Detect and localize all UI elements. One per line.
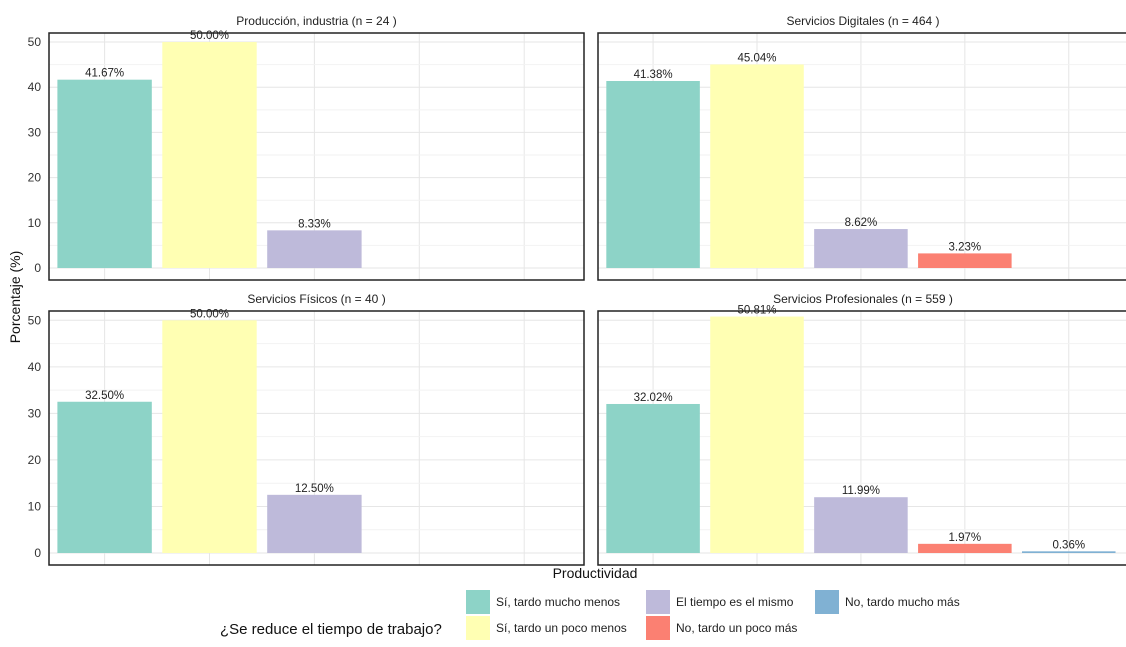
y-tick-label: 20: [28, 171, 42, 185]
legend-item: No, tardo mucho más: [815, 590, 960, 614]
bar-value-label: 0.36%: [1052, 539, 1085, 551]
bar-value-label: 3.23%: [949, 241, 982, 253]
legend-swatch: [646, 616, 670, 640]
y-tick-label: 20: [28, 453, 42, 467]
y-tick-label: 50: [28, 313, 42, 327]
legend-label: No, tardo mucho más: [845, 595, 960, 609]
legend-item: Sí, tardo un poco menos: [466, 616, 627, 640]
y-tick-label: 40: [28, 360, 42, 374]
bar-value-label: 8.33%: [298, 218, 331, 230]
bar-value-label: 32.50%: [85, 390, 124, 402]
legend-swatch: [466, 616, 490, 640]
legend-swatch: [466, 590, 490, 614]
bar: [710, 316, 804, 553]
y-tick-label: 0: [34, 546, 41, 560]
facet-panel: Servicios Digitales (n = 464 ) 41.38% 45.0…: [597, 14, 1126, 281]
bar: [814, 229, 908, 268]
facet-border: [48, 32, 585, 281]
bar-value-label: 41.38%: [634, 69, 673, 81]
y-tick-label: 0: [34, 261, 41, 275]
facet-panel: Producción, industria (n = 24 ) 0 10 20 30 40…: [28, 14, 585, 281]
legend-swatch: [646, 590, 670, 614]
legend-label: El tiempo es el mismo: [676, 595, 794, 609]
facet-title: Producción, industria (n = 24 ): [236, 14, 396, 28]
bar: [57, 79, 152, 268]
y-tick-label: 30: [28, 125, 42, 139]
y-tick-label: 40: [28, 80, 42, 94]
bar: [267, 494, 362, 553]
legend-item: El tiempo es el mismo: [646, 590, 794, 614]
bar-value-label: 32.02%: [634, 392, 673, 404]
y-tick-label: 50: [28, 35, 42, 49]
facet-border: [48, 310, 585, 566]
facet-border: [597, 32, 1126, 281]
bar-value-label: 1.97%: [949, 532, 982, 544]
bar: [1022, 551, 1116, 553]
facet-title: Servicios Digitales (n = 464 ): [786, 14, 939, 28]
facet-panel: Servicios Profesionales (n = 559 ) 32.02%…: [597, 292, 1126, 566]
y-tick-label: 10: [28, 499, 42, 513]
bar-value-label: 12.50%: [295, 483, 334, 495]
bar-value-label: 8.62%: [845, 217, 878, 229]
bar: [162, 42, 257, 269]
bar-value-label: 11.99%: [842, 485, 880, 497]
bar: [918, 543, 1012, 553]
facet-panel: Servicios Físicos (n = 40 ) 0 10 20 30 40 50 32…: [28, 292, 585, 566]
facet-title: Servicios Profesionales (n = 559 ): [773, 292, 953, 306]
bar: [267, 230, 362, 268]
x-axis-title: Productividad: [553, 565, 638, 581]
y-axis-title: Porcentaje (%): [7, 251, 23, 344]
legend-title: ¿Se reduce el tiempo de trabajo?: [220, 621, 442, 638]
bar: [710, 64, 804, 268]
bar-value-label: 41.67%: [85, 68, 124, 80]
legend-label: No, tardo un poco más: [676, 621, 797, 635]
facet-title: Servicios Físicos (n = 40 ): [247, 292, 385, 306]
bar-value-label: 50.00%: [190, 30, 229, 42]
bar: [606, 403, 700, 553]
bar: [606, 80, 700, 268]
legend-label: Sí, tardo mucho menos: [496, 595, 620, 609]
bar: [918, 253, 1012, 268]
legend-item: No, tardo un poco más: [646, 616, 797, 640]
bar: [814, 497, 908, 553]
bar-value-label: 45.04%: [737, 52, 776, 64]
legend-label: Sí, tardo un poco menos: [496, 621, 627, 635]
legend-item: Sí, tardo mucho menos: [466, 590, 620, 614]
y-tick-label: 30: [28, 406, 42, 420]
bar: [57, 401, 152, 553]
y-tick-label: 10: [28, 216, 42, 230]
bar-value-label: 50.00%: [190, 308, 229, 320]
legend-swatch: [815, 590, 839, 614]
bar: [162, 320, 257, 553]
facet-border: [597, 310, 1126, 566]
